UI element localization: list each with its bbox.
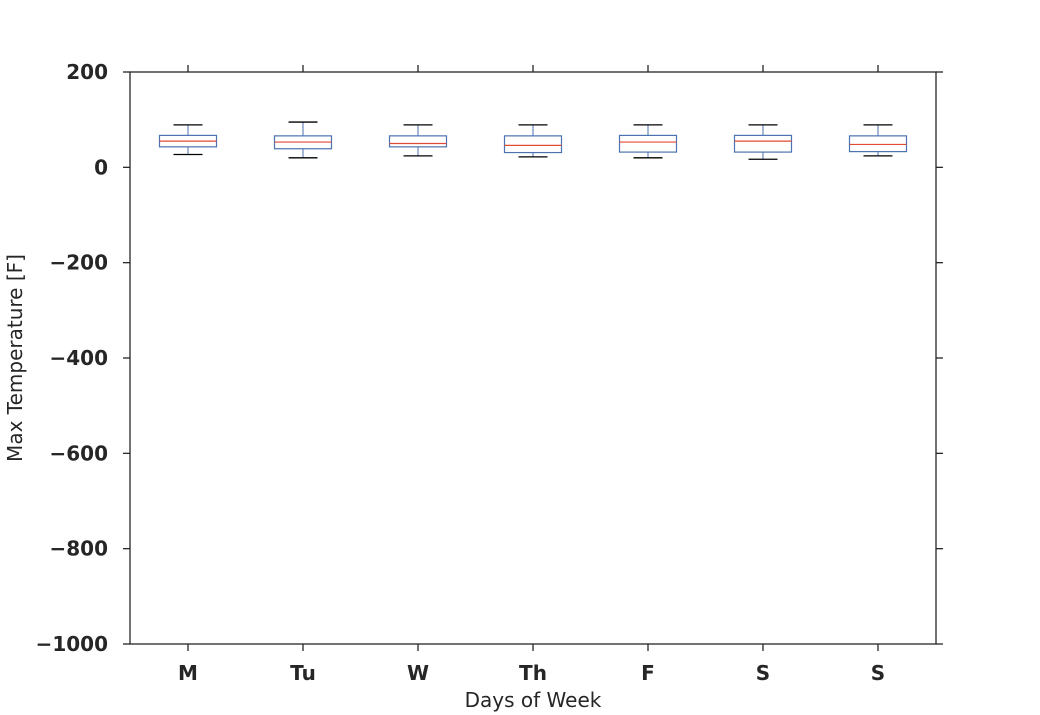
y-axis: 200 0 −200 −400 −600 −800 −1000 bbox=[36, 60, 943, 656]
x-tick-label: Tu bbox=[290, 661, 316, 685]
x-axis: M Tu W Th F S S bbox=[178, 65, 885, 685]
x-tick-label: M bbox=[178, 661, 198, 685]
x-tick-label: W bbox=[407, 661, 429, 685]
box-6 bbox=[733, 124, 793, 160]
x-tick-label: Th bbox=[519, 661, 547, 685]
box-iqr bbox=[388, 135, 448, 148]
x-tick-label: S bbox=[756, 661, 770, 685]
box-iqr bbox=[848, 135, 908, 153]
boxes-layer bbox=[158, 121, 908, 160]
y-tick-label: −800 bbox=[49, 537, 108, 561]
box-2 bbox=[273, 121, 333, 159]
box-1 bbox=[158, 124, 218, 156]
y-axis-label: Max Temperature [F] bbox=[3, 254, 27, 462]
box-3 bbox=[388, 124, 448, 157]
plot-frame bbox=[129, 71, 937, 645]
box-iqr bbox=[503, 135, 563, 154]
y-tick-label: 0 bbox=[94, 155, 108, 179]
x-axis-label: Days of Week bbox=[465, 688, 602, 712]
x-tick-label: S bbox=[871, 661, 885, 685]
x-tick-label: F bbox=[641, 661, 655, 685]
y-tick-label: −200 bbox=[49, 251, 108, 275]
y-tick-label: −600 bbox=[49, 441, 108, 465]
box-5 bbox=[618, 124, 678, 159]
y-tick-label: −1000 bbox=[36, 632, 108, 656]
y-tick-label: −400 bbox=[49, 346, 108, 370]
y-tick-label: 200 bbox=[66, 60, 108, 84]
box-4 bbox=[503, 124, 563, 158]
box-7 bbox=[848, 124, 908, 157]
box-iqr bbox=[733, 134, 793, 153]
box-iqr bbox=[618, 134, 678, 153]
